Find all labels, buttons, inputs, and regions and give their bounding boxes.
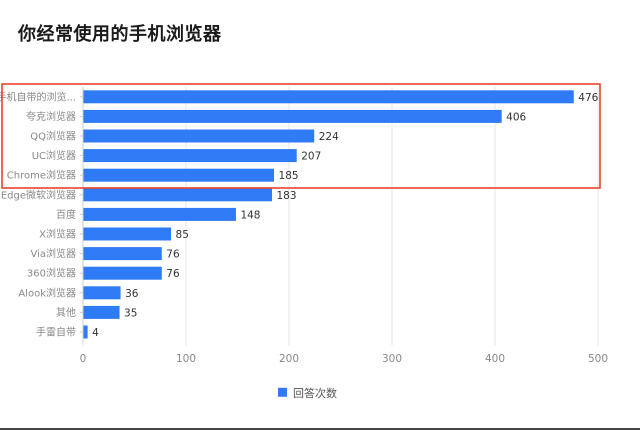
- bar: [83, 90, 574, 104]
- bar: [83, 149, 297, 163]
- value-label: 224: [319, 131, 339, 143]
- bar: [83, 207, 236, 221]
- bar: [83, 247, 162, 261]
- bar: [83, 227, 172, 241]
- category-label: Chrome浏览器: [7, 169, 76, 182]
- category-label: 手机自带的浏览...: [0, 90, 76, 103]
- value-label: 476: [578, 92, 598, 104]
- value-label: 76: [166, 268, 180, 280]
- category-label: UC浏览器: [32, 149, 76, 162]
- value-label: 406: [506, 111, 526, 123]
- category-label: X浏览器: [39, 228, 76, 241]
- x-tick-label: 100: [176, 353, 196, 365]
- value-label: 76: [166, 249, 180, 261]
- category-label: 手雷自带: [36, 326, 76, 339]
- bar: [83, 188, 272, 202]
- legend-swatch: [278, 387, 287, 397]
- highlight-box: [1, 83, 601, 189]
- value-label: 183: [276, 190, 296, 202]
- bar: [83, 109, 502, 123]
- bar: [83, 168, 275, 182]
- value-label: 85: [176, 229, 189, 241]
- bar: [83, 129, 315, 143]
- category-label: 百度: [56, 208, 76, 221]
- x-tick-label: 200: [279, 353, 299, 365]
- bottom-divider: [0, 428, 640, 430]
- category-label: 夸克浏览器: [26, 110, 76, 123]
- bar: [83, 325, 88, 339]
- legend-label: 回答次数: [293, 386, 337, 400]
- value-label: 36: [125, 288, 139, 300]
- value-label: 4: [92, 327, 99, 339]
- category-label: 360浏览器: [27, 267, 76, 280]
- x-tick-label: 0: [80, 353, 87, 365]
- category-label: Via浏览器: [30, 247, 76, 260]
- x-tick-label: 500: [588, 353, 608, 365]
- bar: [83, 305, 120, 319]
- category-label: Edge微软浏览器: [1, 188, 76, 201]
- category-label: Alook浏览器: [18, 286, 76, 299]
- bar: [83, 286, 121, 300]
- chart-title: 你经常使用的手机浏览器: [18, 24, 222, 45]
- category-label: 其他: [56, 306, 76, 319]
- bar: [83, 266, 162, 280]
- value-label: 148: [240, 209, 260, 221]
- x-tick-label: 300: [382, 353, 402, 365]
- value-label: 185: [279, 170, 299, 182]
- category-label: QQ浏览器: [30, 130, 76, 143]
- value-label: 35: [124, 307, 137, 319]
- x-tick-label: 400: [485, 353, 505, 365]
- value-label: 207: [301, 151, 321, 163]
